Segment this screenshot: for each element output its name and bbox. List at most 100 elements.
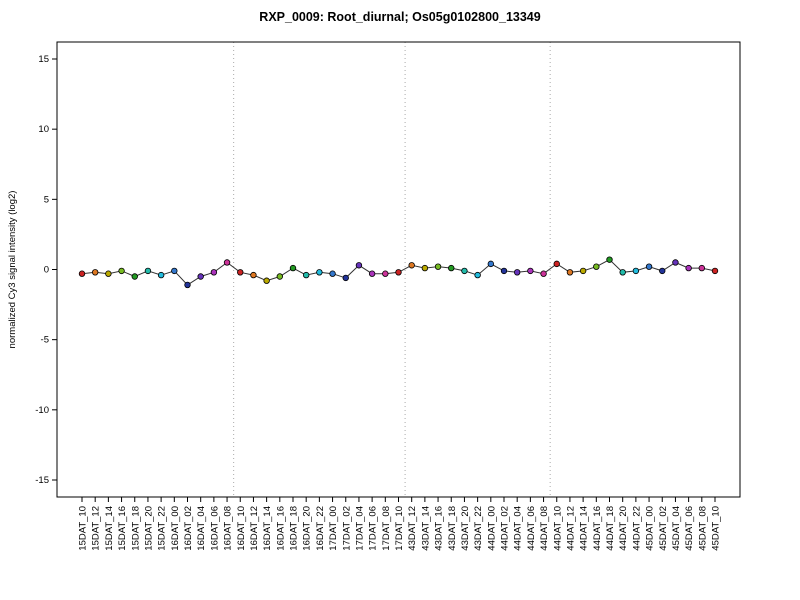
data-point	[157, 271, 165, 279]
data-point	[210, 269, 218, 276]
data-point	[461, 267, 468, 275]
data-point	[382, 270, 389, 277]
y-tick-label: 5	[44, 194, 49, 205]
x-tick-label: 17DAT_04	[354, 506, 365, 551]
data-point	[78, 270, 86, 277]
x-tick-label: 16DAT_04	[196, 506, 207, 551]
data-point	[276, 273, 284, 280]
x-tick-label: 44DAT_14	[579, 506, 590, 551]
x-tick-label: 17DAT_06	[368, 506, 379, 551]
data-point	[342, 274, 349, 282]
x-tick-label: 16DAT_20	[302, 506, 313, 551]
x-tick-label: 16DAT_18	[289, 506, 300, 551]
data-point	[711, 267, 719, 275]
data-point	[579, 267, 587, 275]
data-point	[237, 269, 244, 276]
data-point	[395, 269, 402, 276]
x-tick-label: 43DAT_20	[460, 506, 471, 551]
x-tick-label: 45DAT_00	[645, 506, 656, 551]
y-tick-label: 0	[44, 264, 49, 275]
x-tick-label: 45DAT_04	[671, 506, 682, 551]
x-tick-label: 16DAT_22	[315, 506, 326, 551]
x-tick-label: 16DAT_08	[223, 506, 234, 551]
x-tick-label: 16DAT_06	[209, 506, 220, 551]
x-tick-label: 44DAT_16	[592, 506, 603, 551]
data-point	[434, 263, 442, 270]
x-tick-label: 43DAT_14	[420, 506, 431, 551]
y-tick-label: -15	[35, 475, 49, 486]
x-tick-label: 43DAT_16	[434, 506, 445, 551]
data-point	[144, 267, 152, 275]
x-tick-label: 44DAT_02	[500, 506, 511, 551]
data-point	[487, 260, 495, 268]
data-point	[659, 267, 666, 275]
y-axis-title: normalized Cy3 signal intensity (log2)	[7, 191, 18, 349]
x-tick-label: 17DAT_10	[394, 506, 405, 551]
data-point	[197, 273, 204, 280]
x-tick-label: 44DAT_08	[539, 506, 550, 551]
data-point	[263, 277, 270, 284]
data-point	[355, 262, 363, 269]
x-tick-label: 15DAT_10	[78, 506, 89, 551]
x-tick-label: 44DAT_20	[618, 506, 629, 551]
x-tick-label: 15DAT_14	[104, 506, 115, 551]
data-point	[540, 270, 547, 277]
x-tick-label: 17DAT_00	[328, 506, 339, 551]
y-tick-label: -5	[41, 335, 49, 346]
data-point	[91, 269, 99, 276]
x-tick-label: 17DAT_02	[341, 506, 352, 551]
x-tick-label: 15DAT_16	[117, 506, 128, 551]
data-point	[118, 267, 125, 275]
x-tick-label: 16DAT_10	[236, 506, 247, 551]
data-point	[131, 273, 138, 280]
data-point	[421, 264, 429, 272]
x-tick-label: 44DAT_04	[513, 506, 524, 551]
data-point	[329, 270, 336, 277]
data-point	[302, 271, 310, 279]
x-tick-label: 17DAT_08	[381, 506, 392, 551]
x-tick-label: 44DAT_22	[631, 506, 642, 551]
data-point	[698, 264, 706, 272]
x-tick-label: 16DAT_16	[275, 506, 286, 551]
data-point	[606, 256, 613, 263]
x-tick-label: 45DAT_10	[711, 506, 722, 551]
y-tick-label: 15	[38, 54, 49, 65]
x-tick-label: 15DAT_20	[143, 506, 154, 551]
data-point	[632, 267, 640, 275]
y-tick-label: 10	[38, 124, 49, 135]
x-tick-label: 43DAT_22	[473, 506, 484, 551]
data-point	[474, 271, 481, 279]
x-tick-label: 43DAT_18	[447, 506, 458, 551]
x-tick-label: 15DAT_12	[91, 506, 102, 551]
x-tick-label: 15DAT_22	[157, 506, 168, 551]
data-point	[368, 270, 376, 277]
data-point	[223, 259, 231, 266]
y-tick-label: -10	[35, 405, 49, 416]
x-tick-label: 45DAT_02	[658, 506, 669, 551]
data-point	[316, 269, 323, 276]
data-point	[408, 262, 415, 269]
x-tick-label: 16DAT_12	[249, 506, 260, 551]
data-point	[250, 271, 257, 279]
data-point	[105, 270, 112, 277]
data-point	[448, 264, 455, 272]
data-point	[500, 267, 508, 275]
x-tick-label: 44DAT_10	[552, 506, 563, 551]
data-point	[593, 263, 600, 270]
data-point	[672, 259, 679, 266]
data-point	[685, 264, 692, 272]
data-point	[553, 260, 560, 268]
x-tick-label: 44DAT_00	[486, 506, 497, 551]
x-tick-label: 45DAT_08	[697, 506, 708, 551]
x-tick-label: 16DAT_00	[170, 506, 181, 551]
x-tick-label: 43DAT_12	[407, 506, 418, 551]
x-tick-label: 16DAT_02	[183, 506, 194, 551]
data-point	[619, 269, 626, 276]
data-point	[184, 281, 191, 289]
chart-title: RXP_0009: Root_diurnal; Os05g0102800_133…	[259, 10, 541, 24]
data-point	[645, 263, 653, 270]
x-tick-label: 15DAT_18	[130, 506, 141, 551]
data-point	[171, 267, 178, 275]
